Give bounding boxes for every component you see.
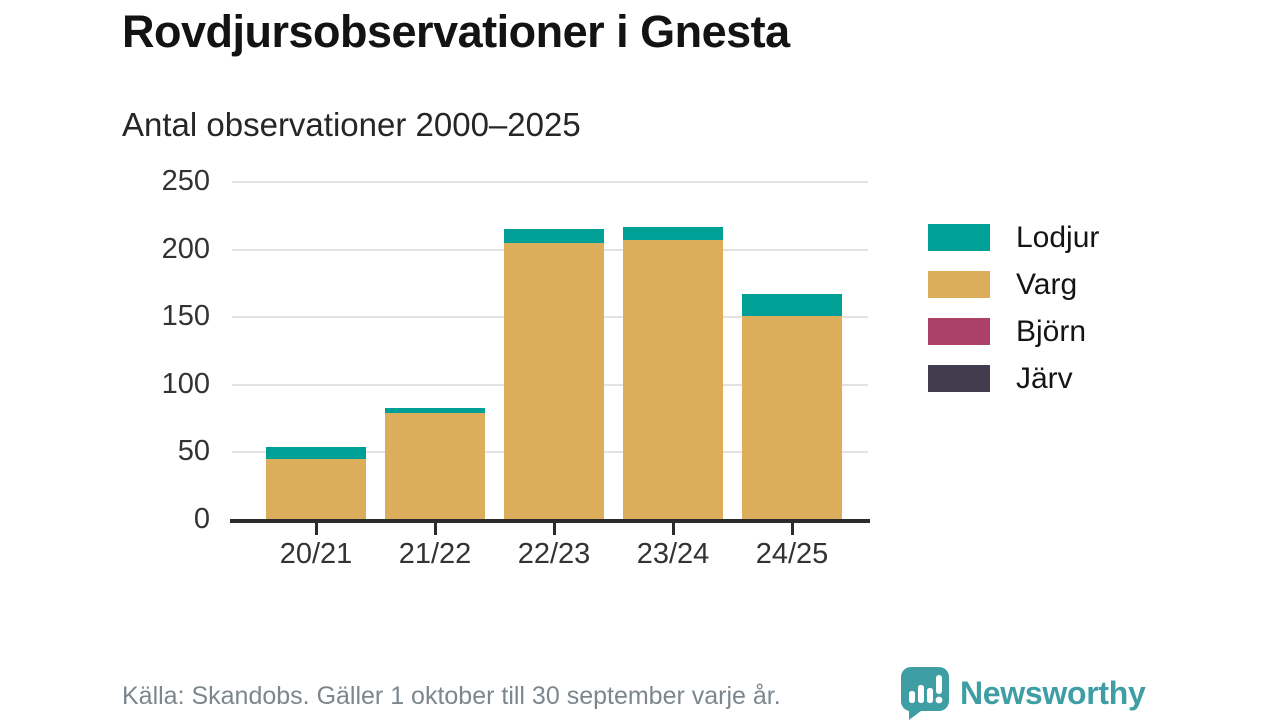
x-axis-label: 22/23 (517, 538, 591, 570)
x-axis-label: 24/25 (755, 538, 829, 570)
x-axis-label: 23/24 (636, 538, 710, 570)
axis-tick (433, 523, 437, 535)
bar-segment-varg-23/24 (623, 240, 723, 520)
legend-item-lodjur: Lodjur (928, 214, 1099, 261)
bar-segment-lodjur-21/22 (385, 407, 485, 414)
chart-title: Rovdjursobservationer i Gnesta (122, 6, 790, 57)
legend-label: Lodjur (1016, 220, 1100, 254)
bar-segment-lodjur-24/25 (742, 294, 842, 316)
bar-segment-lodjur-23/24 (623, 226, 723, 241)
legend-item-björn: Björn (928, 308, 1099, 355)
bar-segment-varg-20/21 (266, 459, 366, 520)
y-axis-label: 50 (177, 435, 210, 468)
newsworthy-icon (901, 667, 949, 720)
legend-swatch (928, 365, 990, 392)
legend-item-järv: Järv (928, 355, 1099, 402)
gridline (232, 181, 868, 183)
chart-subtitle: Antal observationer 2000–2025 (122, 106, 581, 143)
x-axis-label: 21/22 (398, 538, 472, 570)
x-axis-label: 20/21 (279, 538, 353, 570)
x-axis-line (230, 519, 870, 523)
legend-label: Järv (1016, 361, 1073, 395)
legend-swatch (928, 224, 990, 251)
legend-swatch (928, 271, 990, 298)
bar-segment-lodjur-20/21 (266, 446, 366, 460)
y-axis-label: 150 (161, 300, 210, 333)
brand-name: Newsworthy (960, 674, 1146, 711)
legend-label: Björn (1016, 314, 1087, 348)
y-axis-label: 250 (161, 165, 210, 197)
bar-segment-varg-21/22 (385, 413, 485, 520)
bar-segment-varg-22/23 (504, 242, 604, 520)
legend-item-varg: Varg (928, 261, 1099, 308)
axis-tick (671, 523, 675, 535)
y-axis-label: 100 (161, 367, 210, 400)
legend-label: Varg (1016, 267, 1078, 301)
y-axis-label: 200 (161, 232, 210, 265)
axis-tick (552, 523, 556, 535)
axis-tick (790, 523, 794, 535)
legend: Lodjur Varg Björn Järv (928, 214, 1099, 402)
brand-logo: Newsworthy (900, 666, 1146, 720)
legend-swatch (928, 318, 990, 345)
y-axis-label: 0 (193, 503, 210, 535)
source-note: Källa: Skandobs. Gäller 1 oktober till 3… (122, 682, 781, 710)
bar-segment-lodjur-22/23 (504, 229, 604, 243)
axis-tick (314, 523, 318, 535)
bar-segment-varg-24/25 (742, 315, 842, 519)
